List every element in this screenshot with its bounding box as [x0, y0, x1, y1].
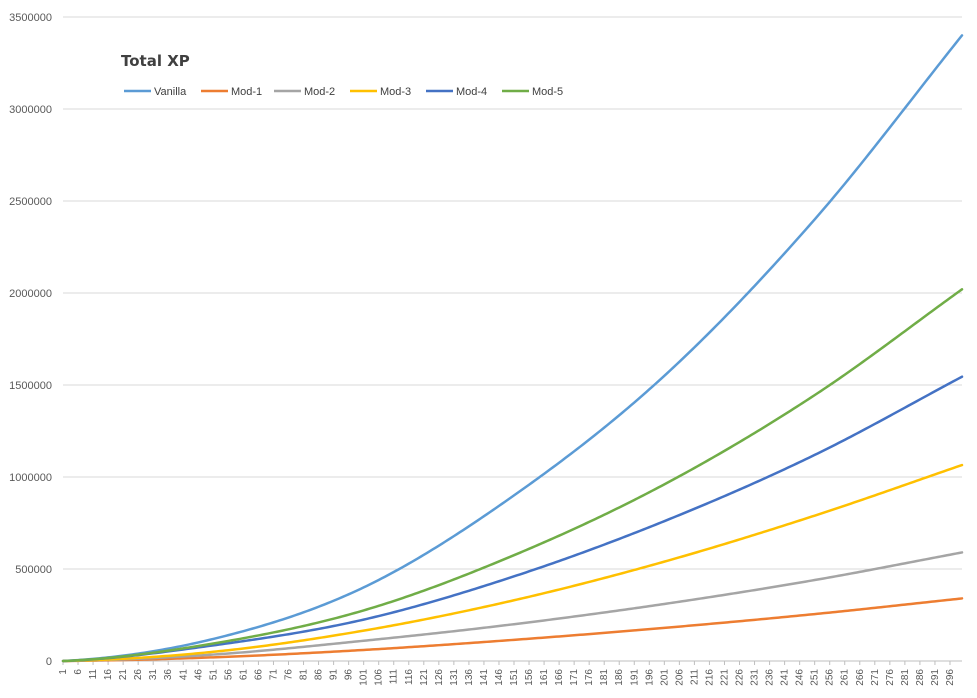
series-line-mod-3 [61, 463, 964, 663]
legend-item-vanilla: Vanilla [124, 86, 187, 98]
chart-title: Total XP [121, 52, 190, 70]
x-tick-label: 276 [885, 669, 896, 686]
x-tick-label: 51 [208, 669, 219, 681]
x-tick-label: 156 [524, 669, 535, 686]
x-tick-label: 101 [359, 669, 370, 686]
x-tick-label: 246 [795, 669, 806, 686]
x-axis: 1 6 11 16 21 26 31 36 41 46 51 56 61 66 71 76 81 86 91 96 10… [58, 661, 956, 686]
gridlines [63, 16, 962, 662]
x-tick-label: 81 [299, 669, 310, 681]
x-tick-label: 201 [659, 669, 670, 686]
x-tick-label: 186 [614, 669, 625, 686]
y-tick-label: 3000000 [9, 104, 52, 116]
x-tick-label: 16 [103, 669, 114, 681]
x-tick-label: 196 [644, 669, 655, 686]
x-tick-label: 256 [825, 669, 836, 686]
x-tick-label: 266 [855, 669, 866, 686]
y-axis: 0 500000 1000000 1500000 2000000 2500000 30000… [9, 12, 52, 668]
x-tick-label: 71 [268, 669, 279, 681]
x-tick-label: 296 [945, 669, 956, 686]
x-tick-label: 181 [599, 669, 610, 686]
y-tick-label: 1500000 [9, 380, 52, 392]
x-tick-label: 11 [88, 669, 99, 680]
x-tick-label: 91 [329, 669, 340, 681]
series-lines [61, 34, 964, 663]
legend-item-mod-4: Mod-4 [426, 86, 487, 98]
x-tick-label: 281 [900, 669, 911, 686]
x-tick-label: 111 [389, 669, 400, 685]
y-tick-label: 2500000 [9, 196, 52, 208]
x-tick-label: 141 [479, 669, 490, 686]
legend-item-mod-3: Mod-3 [350, 86, 411, 98]
legend: Vanilla Mod-1 Mod-2 Mod-3 Mod-4 Mod-5 [124, 86, 563, 98]
legend-label: Vanilla [154, 86, 187, 98]
x-tick-label: 56 [223, 669, 234, 681]
x-tick-label: 31 [148, 669, 159, 681]
legend-item-mod-1: Mod-1 [201, 86, 262, 98]
x-tick-label: 61 [238, 669, 249, 681]
x-tick-label: 171 [569, 669, 580, 686]
x-tick-label: 76 [284, 669, 295, 681]
x-tick-label: 206 [674, 669, 685, 686]
x-tick-label: 166 [554, 669, 565, 686]
x-tick-label: 36 [163, 669, 174, 681]
legend-label: Mod-5 [532, 86, 563, 98]
legend-label: Mod-1 [231, 86, 262, 98]
legend-item-mod-2: Mod-2 [274, 86, 335, 98]
x-tick-label: 96 [344, 669, 355, 681]
legend-item-mod-5: Mod-5 [502, 86, 563, 98]
y-tick-label: 2000000 [9, 288, 52, 300]
y-tick-label: 3500000 [9, 12, 52, 24]
series-line-mod-4 [61, 375, 964, 663]
x-tick-label: 176 [584, 669, 595, 686]
x-tick-label: 121 [419, 669, 430, 686]
x-tick-label: 136 [464, 669, 475, 686]
x-tick-label: 231 [750, 669, 761, 686]
series-line-mod-2 [61, 551, 964, 663]
x-tick-label: 241 [780, 669, 791, 686]
x-tick-label: 271 [870, 669, 881, 686]
x-tick-label: 216 [704, 669, 715, 686]
x-tick-label: 46 [193, 669, 204, 681]
x-tick-label: 221 [719, 669, 730, 686]
x-tick-label: 146 [494, 669, 505, 686]
legend-label: Mod-2 [304, 86, 335, 98]
x-tick-label: 41 [178, 669, 189, 681]
x-tick-label: 1 [58, 669, 69, 675]
legend-label: Mod-4 [456, 86, 487, 98]
x-tick-label: 211 [689, 669, 700, 685]
x-tick-label: 291 [930, 669, 941, 686]
y-tick-label: 500000 [15, 564, 52, 576]
x-tick-label: 286 [915, 669, 926, 686]
x-tick-label: 236 [765, 669, 776, 686]
x-tick-label: 131 [449, 669, 460, 686]
legend-label: Mod-3 [380, 86, 411, 98]
x-tick-label: 26 [133, 669, 144, 681]
x-tick-label: 86 [314, 669, 325, 681]
series-line-vanilla [61, 34, 964, 663]
y-tick-label: 1000000 [9, 472, 52, 484]
x-tick-label: 66 [253, 669, 264, 681]
x-tick-label: 251 [810, 669, 821, 686]
x-tick-label: 151 [509, 669, 520, 686]
x-tick-label: 261 [840, 669, 851, 686]
x-tick-label: 21 [118, 669, 129, 681]
x-tick-label: 161 [539, 669, 550, 686]
y-tick-label: 0 [46, 656, 52, 668]
x-tick-label: 126 [434, 669, 445, 686]
series-line-mod-5 [61, 288, 964, 663]
series-line-mod-1 [61, 597, 964, 663]
x-tick-label: 116 [404, 669, 415, 685]
x-tick-label: 106 [374, 669, 385, 686]
x-tick-label: 191 [629, 669, 640, 686]
x-tick-label: 226 [735, 669, 746, 686]
x-tick-label: 6 [73, 669, 84, 675]
